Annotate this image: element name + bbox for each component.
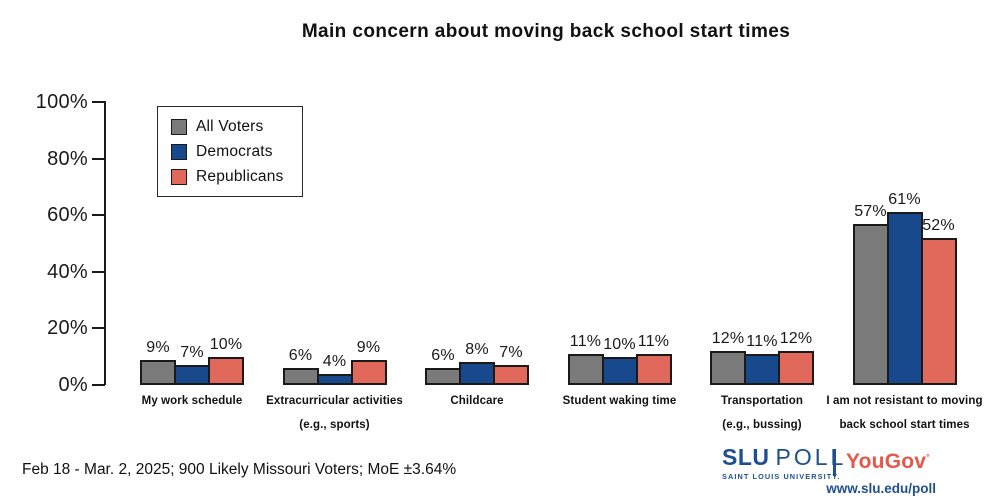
y-axis-tick [92, 101, 105, 103]
bar-value-label: 61% [888, 191, 921, 208]
bar-all-voters [425, 368, 461, 385]
bar-democrats [174, 365, 210, 385]
survey-note: Feb 18 - Mar. 2, 2025; 900 Likely Missou… [22, 461, 457, 478]
bar-all-voters [140, 360, 176, 385]
bar-value-label: 11% [637, 333, 670, 350]
legend-item-all-voters: All Voters [171, 118, 302, 136]
bar-value-label: 7% [180, 344, 204, 361]
x-axis-category-label: Childcare [450, 395, 504, 407]
bar-republicans [208, 357, 244, 385]
bar-republicans [635, 354, 672, 385]
x-axis-category-label: Transportation [721, 395, 803, 407]
bar-republicans [350, 360, 387, 385]
x-axis-category-label: Student waking time [562, 395, 677, 407]
y-axis-tick-label: 100% [35, 91, 88, 113]
y-axis-tick [92, 384, 105, 386]
x-axis-category-sublabel: back school start times [839, 419, 970, 431]
legend-item-democrats: Democrats [171, 143, 302, 161]
y-axis-tick-label: 60% [47, 204, 88, 227]
bar-value-label: 9% [356, 339, 381, 356]
bar-republicans [920, 238, 957, 385]
bar-value-label: 11% [569, 333, 602, 350]
y-axis-tick-label: 0% [58, 374, 88, 396]
legend-item-republicans: Republicans [171, 168, 302, 186]
poll-url-link[interactable]: www.slu.edu/poll [826, 481, 936, 496]
x-axis-category-label: I am not resistant to moving [826, 395, 983, 407]
yougov-mark: ° [926, 452, 930, 462]
bar-republicans [778, 351, 814, 385]
slu-subtitle: SAINT LOUIS UNIVERSITY. [722, 472, 841, 481]
bar-value-label: 11% [746, 333, 778, 350]
bar-value-label: 10% [603, 336, 636, 353]
legend-swatch-democrats [171, 143, 187, 160]
bar-value-label: 6% [288, 347, 313, 364]
legend-swatch-all-voters [171, 118, 187, 135]
y-axis-line [104, 101, 106, 385]
bar-all-voters [710, 351, 746, 385]
legend: All Voters Democrats Republicans [157, 106, 303, 197]
bar-value-label: 7% [499, 344, 523, 361]
bar-value-label: 9% [146, 339, 170, 356]
bar-value-label: 12% [711, 330, 745, 347]
chart-title: Main concern about moving back school st… [301, 21, 791, 42]
bar-value-label: 6% [431, 347, 455, 364]
y-axis-tick [92, 157, 105, 160]
y-axis-tick [92, 214, 105, 217]
poll-text: POLL [775, 444, 847, 470]
y-axis-tick [92, 270, 105, 273]
bar-value-label: 8% [465, 341, 489, 358]
legend-label: Democrats [196, 142, 273, 160]
y-axis-tick-label: 20% [47, 317, 88, 340]
legend-label: Republicans [196, 167, 284, 185]
x-axis-category-sublabel: (e.g., bussing) [722, 419, 802, 431]
bar-value-label: 4% [322, 353, 347, 370]
bar-value-label: 57% [854, 203, 887, 220]
yougov-logo: YouGov° [846, 450, 930, 473]
y-axis-tick-label: 40% [47, 260, 88, 283]
bar-democrats [601, 357, 638, 385]
bar-value-label: 10% [209, 336, 243, 353]
bar-democrats [459, 362, 495, 385]
y-axis-tick-label: 80% [47, 147, 88, 170]
x-axis-category-label: My work schedule [141, 395, 243, 407]
slu-poll-logo: SLU POLL SAINT LOUIS UNIVERSITY. [722, 444, 847, 482]
logo-divider [833, 449, 836, 476]
bar-all-voters [567, 354, 604, 385]
legend-label: All Voters [196, 117, 264, 135]
bar-democrats [316, 374, 353, 385]
legend-swatch-republicans [171, 168, 187, 185]
slu-text: SLU [722, 444, 770, 470]
bar-republicans [493, 365, 529, 385]
bar-value-label: 52% [922, 217, 955, 234]
slu-poll-wordmark: SLU POLL [722, 444, 847, 471]
x-axis-category-sublabel: (e.g., sports) [299, 419, 370, 431]
y-axis-tick [92, 327, 105, 330]
bar-all-voters [852, 224, 889, 385]
x-axis-category-label: Extracurricular activities [266, 395, 403, 407]
bar-value-label: 12% [779, 330, 813, 347]
bar-democrats [886, 212, 923, 385]
bar-democrats [744, 354, 780, 385]
